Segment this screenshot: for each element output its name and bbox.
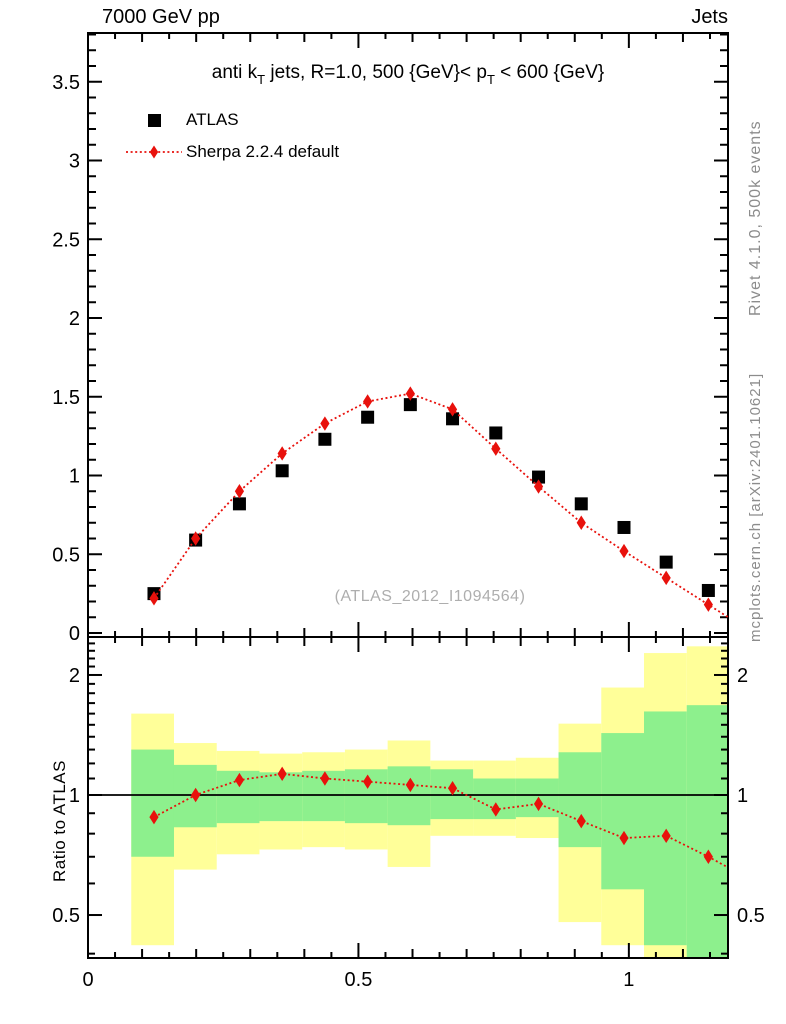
mcplots-arxiv-note: mcplots.cern.ch [arXiv:2401.10621]	[747, 372, 764, 642]
analysis-id-watermark: (ATLAS_2012_I1094564)	[334, 588, 526, 605]
atlas-square-marker-icon	[147, 113, 161, 127]
tick-label: 0.5	[52, 905, 80, 927]
atlas-data-points	[147, 398, 715, 601]
plot-title-sub2: T	[486, 72, 495, 87]
tick-label: 2	[737, 665, 748, 687]
tick-label: 3.5	[52, 72, 80, 94]
sherpa-diamond-marker-icon	[126, 145, 182, 159]
tick-label: 0	[82, 969, 93, 991]
tick-label: 0.5	[52, 544, 80, 566]
tick-label: 1	[69, 466, 80, 488]
tick-label: 2.5	[52, 229, 80, 251]
legend: ATLAS Sherpa 2.2.4 default	[122, 104, 339, 168]
rivet-version-note: Rivet 4.1.0, 500k events	[747, 120, 764, 316]
legend-row-sherpa: Sherpa 2.2.4 default	[122, 136, 339, 168]
tick-label: 1.5	[52, 387, 80, 409]
ratio-mc-curve	[149, 766, 729, 869]
tick-label: 1	[737, 785, 748, 807]
ratio-y-axis-title: Ratio to ATLAS	[50, 760, 69, 882]
legend-label-atlas: ATLAS	[186, 110, 239, 129]
tick-label: 1	[69, 785, 80, 807]
axis-ticks	[87, 33, 728, 958]
tick-label: 3	[69, 151, 80, 173]
tick-label: 0.5	[737, 905, 765, 927]
tick-label: 0.5	[345, 969, 373, 991]
process-label: Jets	[691, 6, 728, 28]
tick-label: 1	[623, 969, 634, 991]
beam-energy-label: 7000 GeV pp	[102, 6, 220, 28]
axis-tick-labels: 0 0.5 1 1.5 2 2.5 3 3.5 0.5 0.5 1 1 2 2 0 0.5 1	[52, 72, 765, 991]
sherpa-mc-curve	[149, 386, 729, 618]
legend-label-sherpa: Sherpa 2.2.4 default	[186, 142, 340, 161]
tick-label: 0	[69, 623, 80, 645]
tick-label: 2	[69, 665, 80, 687]
plot-title-sub1: T	[257, 72, 266, 87]
tick-label: 2	[69, 308, 80, 330]
ratio-uncertainty-bands	[131, 646, 728, 958]
plot-title-part3: < 600 {GeV}	[494, 62, 605, 83]
plot-title-part1: anti k	[211, 62, 258, 83]
plot-title: anti kT jets, R=1.0, 500 {GeV}< pT < 600…	[88, 62, 728, 87]
panel-frames	[87, 32, 729, 959]
plot-title-part2: jets, R=1.0, 500 {GeV}< p	[265, 62, 487, 83]
legend-row-atlas: ATLAS	[122, 104, 339, 136]
